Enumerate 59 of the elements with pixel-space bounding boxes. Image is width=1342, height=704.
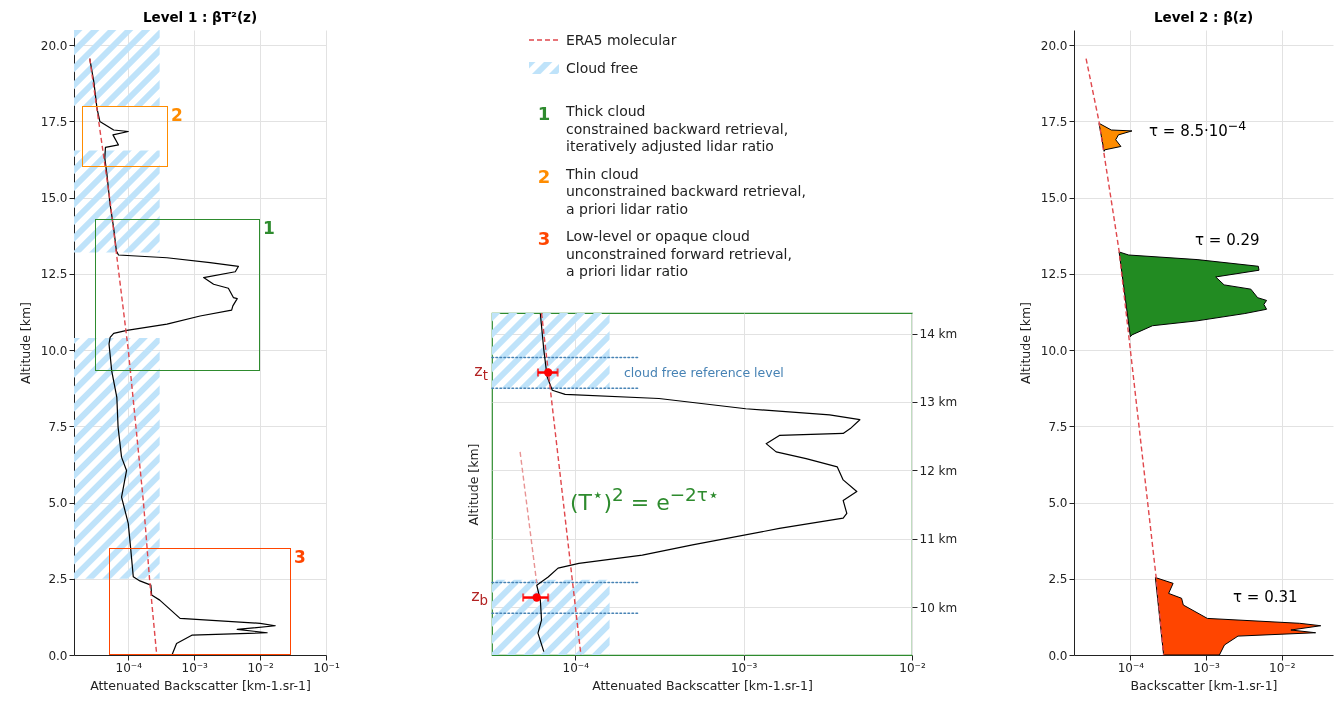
annotation: τ = 0.31 (1233, 587, 1298, 606)
annotation: cloud free reference level (624, 364, 784, 380)
annotation: (T$^{⋆}$)$^{2}$ = e$^{−2τ⋆}$ (570, 484, 720, 515)
chart-title: Level 2 : β(z) (1153, 8, 1254, 25)
x-tick-label: 10⁻³ (730, 660, 758, 675)
text: 1 (537, 103, 551, 124)
y-axis-title: Altitude [km] (1017, 302, 1033, 384)
y-tick-label: 0.0 (1048, 648, 1068, 663)
y-tick-label: 5.0 (48, 496, 68, 511)
y-tick-label: 10 km (919, 600, 958, 615)
y-tick-label: 10.0 (1040, 343, 1068, 358)
y-tick-label: 11 km (919, 532, 958, 547)
x-axis-title: Attenuated Backscatter [km-1.sr-1] (592, 677, 813, 693)
x-tick-label: 10⁻² (899, 660, 926, 675)
y-tick-label: 15.0 (1040, 191, 1068, 206)
y-tick-label: 10.0 (40, 343, 68, 358)
y-tick-label: 13 km (919, 395, 958, 410)
x-tick-label: 10⁻⁴ (562, 660, 590, 675)
y-tick-label: 20.0 (1040, 38, 1068, 53)
text: 3 (537, 228, 551, 249)
y-tick-label: 12 km (919, 463, 958, 478)
y-tick-label: 0.0 (48, 648, 68, 663)
y-axis-title: Altitude [km] (17, 302, 33, 384)
text: Low-level or opaque cloud unconstrained forward retrieval, a priori lidar ratio (566, 228, 792, 281)
x-tick-label: 10⁻³ (1193, 660, 1220, 675)
y-tick-label: 2.5 (48, 572, 68, 587)
y-tick-label: 7.5 (48, 419, 68, 434)
annotation: z$_{b}$ (471, 585, 488, 608)
y-tick-label: 12.5 (40, 267, 68, 282)
y-tick-label: 20.0 (40, 38, 68, 53)
y-tick-label: 7.5 (1048, 419, 1068, 434)
annotation: τ = 0.29 (1195, 230, 1260, 249)
annotation: z$_{t}$ (474, 360, 488, 383)
x-tick-label: 10⁻² (1269, 660, 1296, 675)
chart-title: Level 1 : βT²(z) (142, 8, 258, 25)
y-tick-label: 12.5 (1040, 267, 1068, 282)
annotation: 1 (263, 217, 275, 238)
annotation: 3 (294, 546, 306, 567)
x-tick-label: 10⁻⁴ (115, 660, 143, 675)
x-axis-title: Backscatter [km-1.sr-1] (1130, 677, 1278, 693)
x-tick-label: 10⁻³ (181, 660, 209, 675)
legend-label: Cloud free (566, 59, 639, 77)
text: 2 (537, 165, 551, 187)
y-tick-label: 5.0 (1048, 496, 1068, 511)
y-tick-label: 15.0 (40, 191, 68, 206)
annotation: τ = 8.5·10$^{−4}$ (1149, 117, 1247, 140)
x-tick-label: 10⁻² (247, 660, 274, 675)
text: Thin cloud unconstrained backward retrieval, a priori lidar ratio (566, 165, 806, 218)
y-tick-label: 17.5 (1040, 114, 1068, 129)
x-axis-title: Attenuated Backscatter [km-1.sr-1] (90, 677, 311, 693)
text: Thick cloud constrained backward retrieval, iteratively adjusted lidar ratio (566, 103, 789, 156)
x-tick-label: 10⁻¹ (313, 660, 340, 675)
y-axis-title: Altitude [km] (465, 443, 481, 526)
y-tick-label: 2.5 (1048, 572, 1068, 587)
x-tick-label: 10⁻⁴ (1117, 660, 1145, 675)
legend-label: ERA5 molecular (566, 32, 677, 50)
y-tick-label: 17.5 (40, 114, 68, 129)
y-tick-label: 14 km (919, 327, 958, 342)
annotation: 2 (171, 104, 183, 125)
